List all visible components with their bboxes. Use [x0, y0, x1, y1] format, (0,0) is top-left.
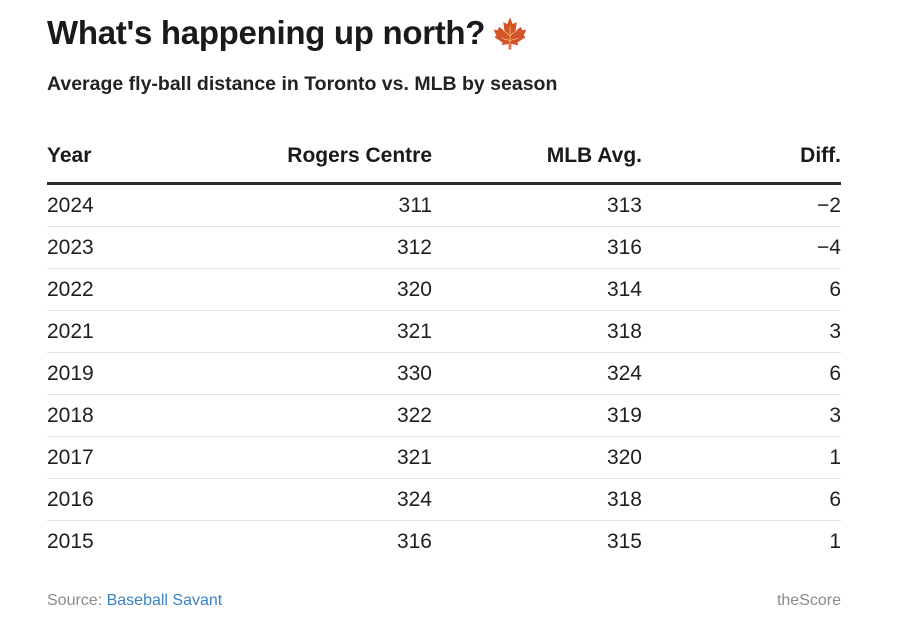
table-row: 2024 311 313 −2 [47, 183, 841, 227]
table-row: 2019 330 324 6 [47, 352, 841, 395]
table-row: 2015 316 315 1 [47, 521, 841, 563]
cell-rogers-centre: 321 [187, 310, 432, 353]
data-table: Year Rogers Centre MLB Avg. Diff. 2024 31… [47, 133, 841, 562]
cell-rogers-centre: 311 [187, 183, 432, 227]
cell-rogers-centre: 321 [187, 436, 432, 479]
cell-mlb-avg: 314 [432, 268, 642, 311]
cell-diff: 6 [642, 268, 841, 311]
header-mlb-avg: MLB Avg. [432, 133, 642, 185]
cell-rogers-centre: 322 [187, 394, 432, 437]
source-note: Source: Baseball Savant [47, 592, 222, 610]
cell-year: 2015 [47, 529, 94, 553]
chart-title: What's happening up north? [47, 14, 486, 51]
cell-mlb-avg: 316 [432, 226, 642, 269]
header-diff: Diff. [642, 133, 841, 185]
cell-year: 2022 [47, 268, 187, 311]
cell-rogers-centre: 316 [396, 529, 432, 553]
table-body: 2024 311 313 −2 2023 312 316 −4 2022 320 314 6 2021 3… [47, 183, 841, 563]
cell-mlb-avg: 313 [432, 183, 642, 227]
cell-diff: −2 [642, 183, 841, 227]
title-row: What's happening up north? [47, 14, 527, 52]
cell-mlb-avg: 318 [432, 310, 642, 353]
cell-mlb-avg: 324 [432, 352, 642, 395]
maple-leaf-icon [493, 17, 527, 50]
cell-mlb-avg: 318 [432, 478, 642, 521]
cell-year: 2016 [47, 478, 187, 521]
cell-rogers-centre: 320 [187, 268, 432, 311]
cell-mlb-avg: 319 [432, 394, 642, 437]
table-row: 2016 324 318 6 [47, 478, 841, 521]
cell-diff: 6 [642, 352, 841, 395]
source-prefix: Source: [47, 592, 103, 609]
table-row: 2022 320 314 6 [47, 268, 841, 311]
cell-diff: 1 [829, 529, 841, 553]
cell-year: 2017 [47, 436, 187, 479]
table-header-row: Year Rogers Centre MLB Avg. Diff. [47, 133, 841, 185]
credit-label: theScore [776, 592, 841, 609]
cell-year: 2021 [47, 310, 187, 353]
cell-rogers-centre: 324 [187, 478, 432, 521]
cell-mlb-avg: 320 [432, 436, 642, 479]
header-year: Year [47, 133, 187, 185]
cell-rogers-centre: 330 [187, 352, 432, 395]
cell-year: 2024 [47, 183, 187, 227]
cell-rogers-centre: 312 [187, 226, 432, 269]
table-row: 2023 312 316 −4 [47, 226, 841, 269]
chart-subtitle: Average fly-ball distance in Toronto vs.… [47, 73, 558, 95]
cell-diff: 1 [642, 436, 841, 479]
cell-mlb-avg: 315 [606, 529, 642, 553]
source-link[interactable]: Baseball Savant [106, 592, 223, 609]
table-row: 2018 322 319 3 [47, 394, 841, 437]
cell-year: 2019 [47, 352, 187, 395]
cell-diff: −4 [642, 226, 841, 269]
cell-year: 2023 [47, 226, 187, 269]
cell-diff: 6 [642, 478, 841, 521]
table-row: 2017 321 320 1 [47, 436, 841, 479]
header-rogers-centre: Rogers Centre [187, 133, 432, 185]
cell-diff: 3 [642, 394, 841, 437]
cell-diff: 3 [642, 310, 841, 353]
cell-year: 2018 [47, 394, 187, 437]
table-row: 2021 321 318 3 [47, 310, 841, 353]
